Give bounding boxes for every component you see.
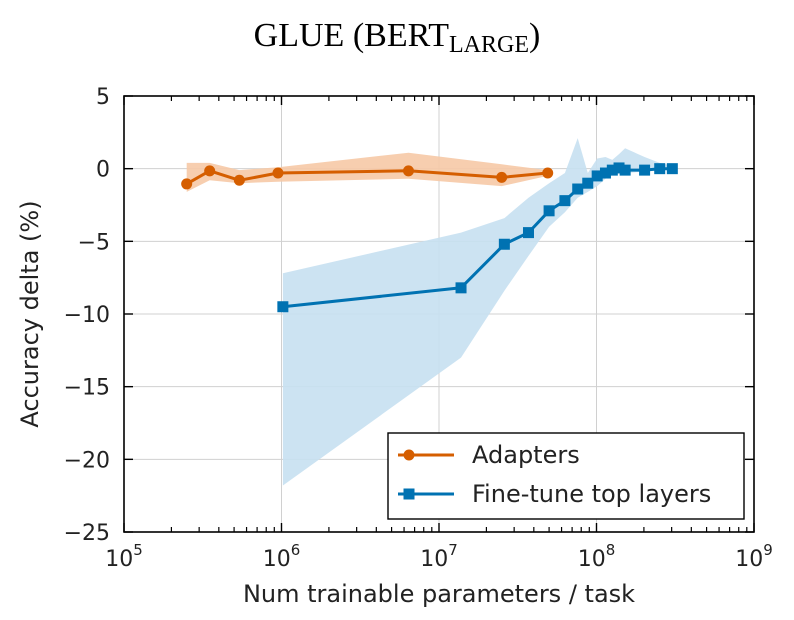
- y-tick-label-2: −5: [78, 230, 110, 255]
- y-tick-label-1: 0: [96, 158, 110, 183]
- band-finetune: [282, 138, 673, 486]
- chart-title: GLUE (BERTLARGE): [254, 17, 541, 58]
- x-tick-label-0: 105: [105, 541, 143, 572]
- x-tick-label-4: 109: [735, 541, 773, 572]
- point-adapters-1: [204, 165, 216, 177]
- chart-title-suffix: ): [529, 17, 540, 54]
- point-finetune-5: [559, 195, 571, 207]
- x-tick-label-2: 107: [420, 541, 458, 572]
- legend-marker-finetune: [403, 488, 415, 500]
- point-finetune-8: [591, 170, 603, 182]
- legend-label-adapters: Adapters: [472, 441, 580, 469]
- y-tick-label-4: −15: [64, 376, 110, 401]
- point-finetune-0: [277, 301, 289, 313]
- point-finetune-2: [498, 238, 510, 250]
- x-tick-label-1: 106: [263, 541, 301, 572]
- legend-marker-adapters: [403, 449, 415, 461]
- point-adapters-0: [181, 178, 193, 190]
- legend-label-finetune: Fine-tune top layers: [472, 480, 711, 508]
- point-adapters-3: [272, 167, 284, 179]
- point-adapters-4: [402, 165, 414, 177]
- point-finetune-11: [613, 162, 625, 174]
- series-markers: [181, 162, 678, 313]
- point-finetune-3: [522, 227, 534, 239]
- point-finetune-15: [666, 163, 678, 175]
- point-finetune-7: [582, 177, 594, 189]
- point-finetune-4: [543, 205, 555, 217]
- point-finetune-13: [639, 164, 651, 176]
- point-adapters-2: [233, 174, 245, 186]
- y-axis-label: Accuracy delta (%): [16, 200, 44, 427]
- point-adapters-5: [496, 171, 508, 183]
- point-finetune-9: [599, 167, 611, 179]
- legend-box: [387, 432, 745, 520]
- y-tick-label-3: −10: [64, 303, 110, 328]
- chart-title-subscript: LARGE: [449, 32, 529, 58]
- y-tick-label-6: −25: [64, 521, 110, 546]
- point-finetune-10: [606, 164, 618, 176]
- point-adapters-6: [542, 167, 554, 179]
- legend: Adapters Fine-tune top layers: [387, 432, 745, 520]
- x-axis-label: Num trainable parameters / task: [243, 580, 635, 608]
- point-finetune-1: [455, 282, 467, 294]
- point-finetune-12: [619, 164, 631, 176]
- chart-title-main: GLUE (BERT: [254, 17, 450, 54]
- x-tick-label-3: 108: [578, 541, 616, 572]
- y-tick-label-0: 5: [96, 85, 110, 110]
- point-finetune-6: [572, 183, 584, 195]
- point-finetune-14: [654, 163, 666, 175]
- axis-ticks: 105 106 107 108 109 5 0 −5 −10 −15 −20 −25: [64, 85, 773, 572]
- y-tick-label-5: −20: [64, 448, 110, 473]
